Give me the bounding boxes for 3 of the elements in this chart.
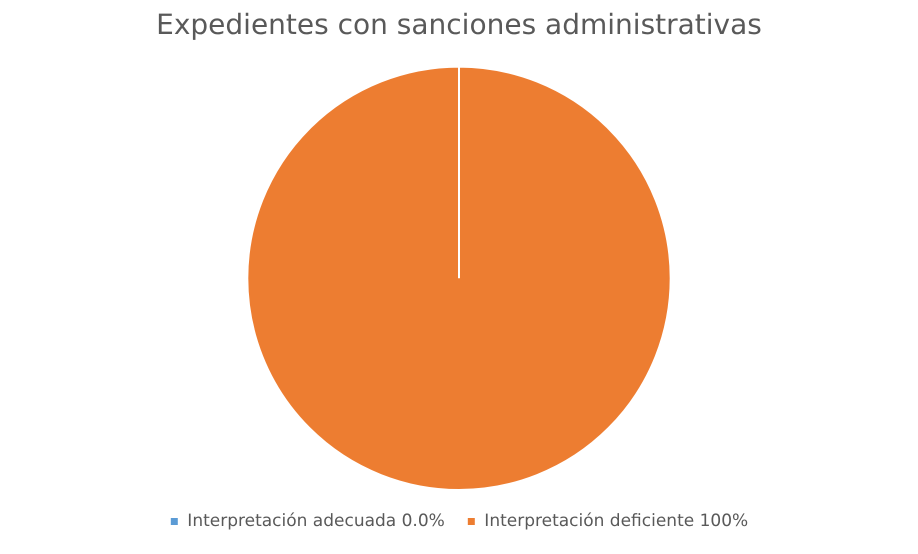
legend-label: Interpretación deficiente 100% — [484, 510, 748, 531]
chart-title: Expedientes con sanciones administrativas — [156, 8, 762, 42]
legend-label: Interpretación adecuada 0.0% — [187, 510, 445, 531]
